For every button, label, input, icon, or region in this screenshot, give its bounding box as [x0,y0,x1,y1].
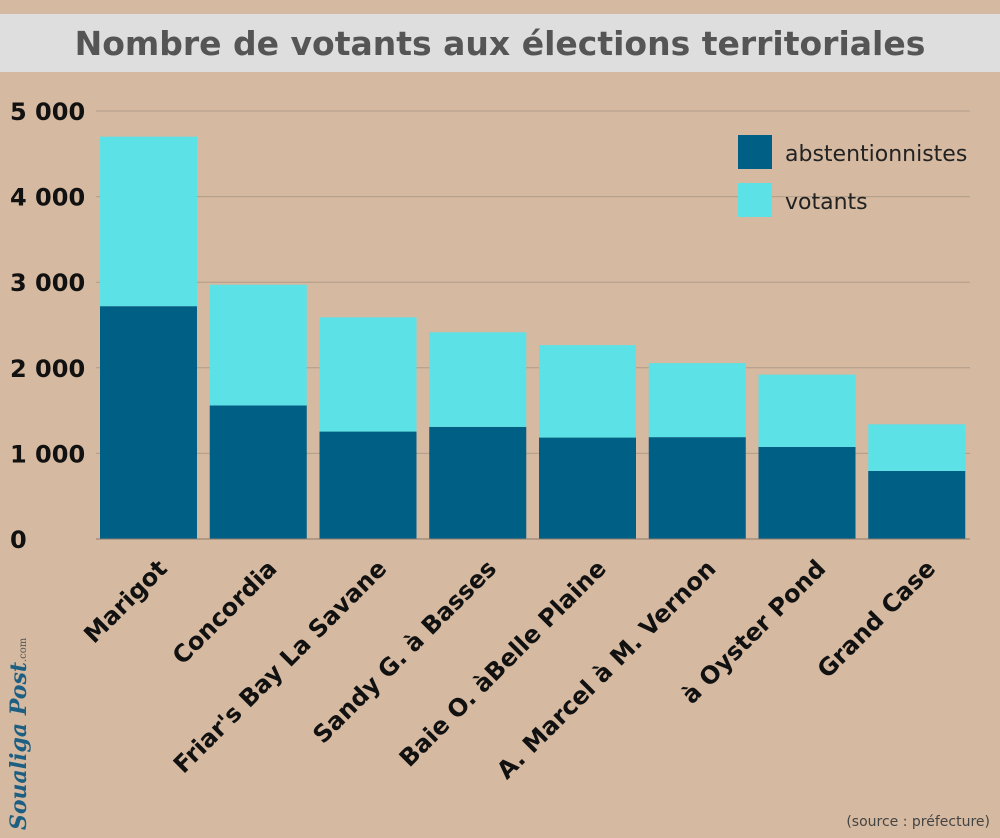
bar-segment-votants [319,317,417,432]
bar-segment-votants [100,136,197,307]
y-tick-label: 2 000 [10,355,85,383]
bar-segment-votants [648,363,746,438]
y-tick-label: 0 [10,526,27,554]
chart-title-bar: Nombre de votants aux élections territor… [0,14,1000,72]
bar-segment-votants [209,284,307,406]
x-category-label: Concordia [167,554,283,670]
bar-segment-abstentionnistes [648,437,746,539]
bar-segment-abstentionnistes [429,426,527,539]
bar-segment-abstentionnistes [209,405,307,539]
legend-label: abstentionnistes [785,142,967,167]
chart-title: Nombre de votants aux élections territor… [74,23,926,63]
x-category-label: Friar's Bay La Savane [168,554,392,778]
legend-swatch [738,135,772,169]
bar-segment-votants [429,332,527,427]
legend-label: votants [785,190,868,215]
bar-segment-abstentionnistes [319,431,417,539]
brand-logo: Soualiga Post.com [6,637,32,830]
bar-segment-abstentionnistes [868,470,966,539]
x-category-label: Baie O. àBelle Plaine [394,554,612,772]
y-tick-label: 1 000 [10,440,85,468]
legend-swatch [738,183,772,217]
y-tick-label: 4 000 [10,184,85,212]
bar-segment-abstentionnistes [758,446,856,539]
bar-segment-votants [758,374,856,447]
bar-segment-abstentionnistes [539,437,636,539]
y-tick-label: 3 000 [10,269,85,297]
bar-segment-votants [868,424,966,471]
x-category-label: Grand Case [812,554,941,683]
x-category-label: Marigot [78,554,172,648]
bar-segment-abstentionnistes [100,306,197,539]
source-note: (source : préfecture) [846,814,990,830]
x-category-label: A. Marcel à M. Vernon [491,554,721,784]
y-tick-label: 5 000 [10,98,85,126]
x-category-label: Sandy G. à Basses [307,554,502,749]
bar-segment-votants [539,345,636,438]
